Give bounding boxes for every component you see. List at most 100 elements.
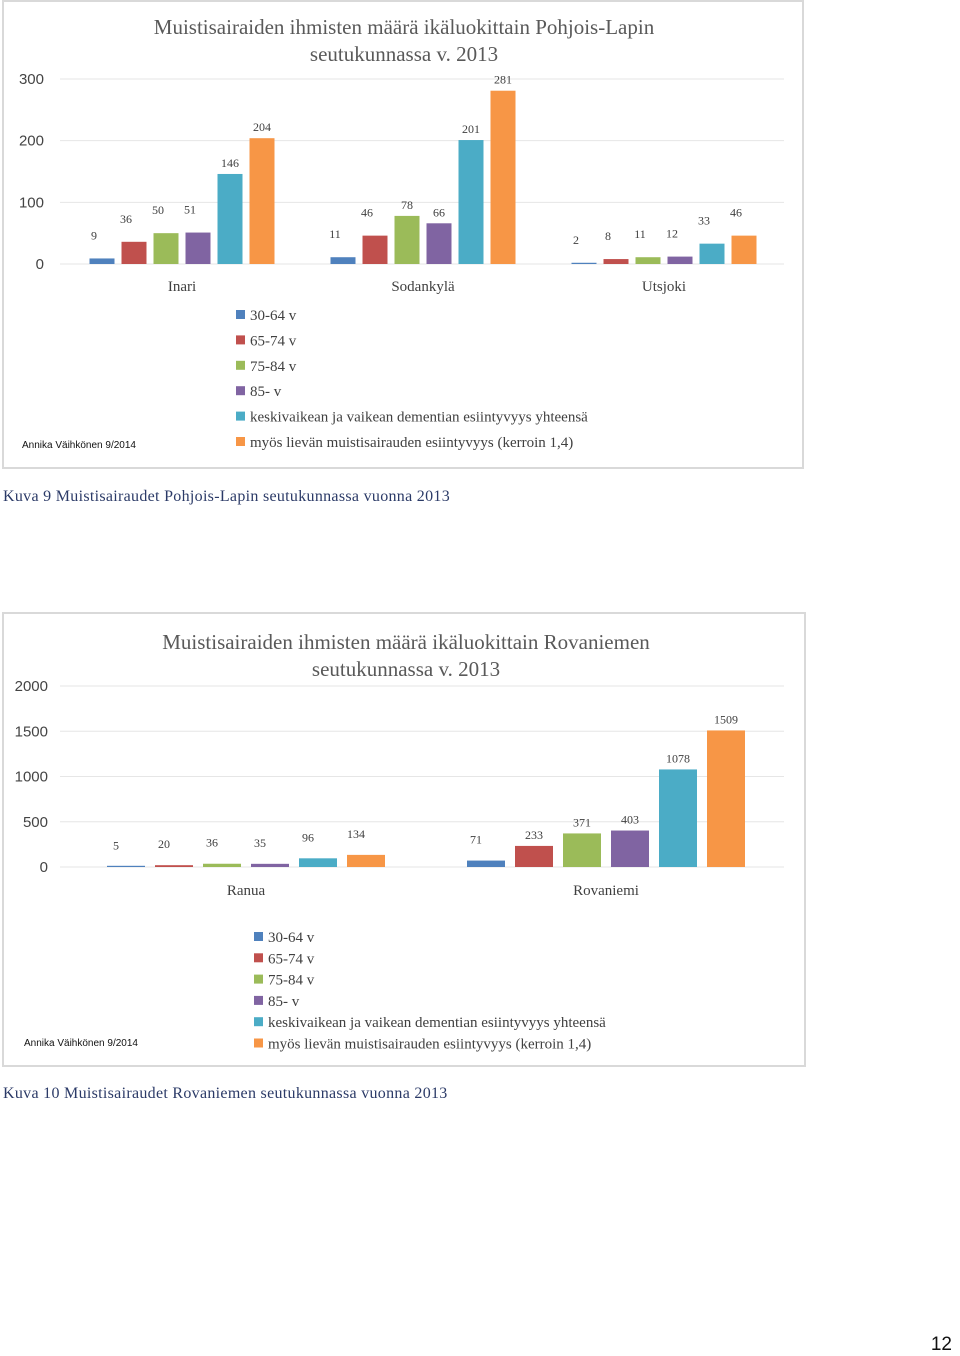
chart2-legend-label-2: 75-84 v [268,973,315,989]
chart1-ytick-label-0: 0 [36,256,44,273]
chart1-data-label-2-4: 33 [698,214,710,228]
chart1-category-label-2: Utsjoki [642,279,686,295]
chart2-bar-1-4 [659,769,697,867]
chart2-data-label-0-1: 20 [158,837,170,851]
chart-pohjois-lappi-svg: 0 100 200 300 Muistisairaiden ihmisten määrä… [19,15,784,451]
chart2-data-label-0-2: 36 [206,836,218,850]
chart2-bar-0-4 [299,858,337,867]
chart1-data-label-2-1: 8 [605,229,611,243]
chart2-data-label-1-4: 1078 [666,751,690,765]
chart1-bar-0-2 [153,233,179,264]
chart1-bar-2-2 [635,257,661,264]
chart1-category-label-1: Sodankylä [391,279,455,295]
chart1-data-label-0-0: 9 [91,228,97,242]
chart2-legend-label-0: 30-64 v [268,930,315,946]
chart1-category-label-0: Inari [168,279,196,295]
chart-rovaniemi-svg: 0 500 1000 1500 2000 Muistisairaiden ihmisten… [15,630,784,1053]
chart1-title-line-2: seutukunnassa v. 2013 [310,42,498,66]
chart2-legend-swatch-1 [254,953,263,963]
chart1-bar-2-4 [699,243,725,264]
chart2-ytick-label-1: 500 [23,814,48,831]
chart1-ytick-label-1: 100 [19,194,44,211]
chart1-legend-swatch-4 [236,411,245,421]
chart1-legend-swatch-0 [236,310,245,319]
chart1-data-label-1-4: 201 [462,122,480,136]
chart2-data-label-1-0: 71 [470,833,482,847]
chart1-data-label-2-2: 11 [634,227,646,241]
page-number: 12 [930,1334,952,1355]
chart2-data-label-1-1: 233 [525,828,543,842]
chart2-legend-swatch-3 [254,995,263,1005]
chart2-ytick-label-2: 1000 [15,769,48,786]
chart2-category-label-0: Ranua [227,883,266,899]
chart1-data-label-1-0: 11 [329,227,341,241]
chart2-ytick-label-0: 0 [40,859,48,876]
chart1-bar-0-1 [121,241,147,264]
chart1-data-label-0-2: 50 [152,203,164,217]
chart2-bar-0-2 [203,863,241,867]
chart1-data-label-0-5: 204 [253,120,271,134]
chart1-bar-1-5 [490,90,516,264]
chart2-bar-0-1 [155,865,193,867]
chart2-credit: Annika Väihkönen 9/2014 [24,1038,138,1049]
chart1-bar-2-0 [571,262,597,264]
chart1-ytick-label-3: 300 [19,71,44,88]
chart1-bar-0-3 [185,232,211,264]
chart1-legend-swatch-5 [236,437,245,446]
chart1-bar-0-4 [217,173,243,264]
chart2-legend-swatch-2 [254,974,263,984]
chart1-data-label-2-5: 46 [730,206,742,220]
chart1-data-label-2-0: 2 [573,233,579,247]
chart1-legend-label-0: 30-64 v [250,308,297,324]
chart2-data-label-1-5: 1509 [714,712,738,726]
chart2-category-label-1: Rovaniemi [573,883,639,899]
chart2-legend-label-4: keskivaikean ja vaikean dementian esiint… [268,1015,606,1031]
chart2-bar-0-3 [251,863,289,867]
chart1-data-label-1-2: 78 [401,198,413,212]
chart2-bar-1-0 [467,860,505,867]
chart2-data-label-0-0: 5 [113,839,119,853]
chart1-data-label-0-4: 146 [221,156,239,170]
chart1-legend-swatch-3 [236,386,245,396]
chart2-legend-label-5: myös lievän muistisairauden esiintyvyys … [268,1037,591,1053]
figure-caption-10: Kuva 10 Muistisairaudet Rovaniemen seutu… [3,1085,448,1102]
chart1-bar-1-1 [362,235,388,264]
chart2-data-label-1-2: 371 [573,815,591,829]
chart1-legend-label-2: 75-84 v [250,359,297,375]
chart2-data-label-0-4: 96 [302,830,314,844]
figure-caption-9: Kuva 9 Muistisairaudet Pohjois-Lapin seu… [3,488,450,505]
chart1-bar-2-5 [731,235,757,264]
chart1-bar-1-3 [426,223,452,264]
chart1-data-label-1-3: 66 [433,205,445,219]
chart1-data-label-1-1: 46 [361,206,373,220]
chart2-legend-label-1: 65-74 v [268,951,315,967]
chart-pohjois-lappi: 0 100 200 300 Muistisairaiden ihmisten määrä… [2,0,804,469]
chart2-title-line-2: seutukunnassa v. 2013 [312,657,500,681]
chart2-legend-swatch-0 [254,932,263,941]
chart1-legend-label-1: 65-74 v [250,333,297,349]
chart1-bar-2-1 [603,259,629,264]
chart2-bar-1-5 [707,730,745,867]
chart1-legend-label-3: 85- v [250,384,282,400]
chart2-bar-0-0 [107,865,145,867]
chart1-legend-swatch-2 [236,360,245,370]
chart2-legend-swatch-5 [254,1038,263,1048]
chart2-data-label-1-3: 403 [621,813,639,827]
chart1-ytick-label-2: 200 [19,133,44,150]
chart1-credit: Annika Väihkönen 9/2014 [22,440,136,451]
chart1-data-label-0-3: 51 [184,203,196,217]
chart1-title-line-1: Muistisairaiden ihmisten määrä ikäluokit… [154,15,655,39]
chart1-legend-label-4: keskivaikean ja vaikean dementian esiint… [250,410,588,426]
chart1-bar-1-2 [394,215,420,264]
chart2-bar-1-1 [515,845,553,867]
chart1-data-label-1-5: 281 [494,73,512,87]
chart2-ytick-label-3: 1500 [15,723,48,740]
chart1-data-label-0-1: 36 [120,212,132,226]
chart1-bar-0-5 [249,138,275,264]
chart2-data-label-0-3: 35 [254,836,266,850]
chart2-title-line-1: Muistisairaiden ihmisten määrä ikäluokit… [162,630,650,654]
chart2-bar-0-5 [347,854,385,867]
chart1-bar-2-3 [667,256,693,264]
chart1-legend-swatch-1 [236,335,245,345]
chart2-ytick-label-4: 2000 [15,678,48,695]
